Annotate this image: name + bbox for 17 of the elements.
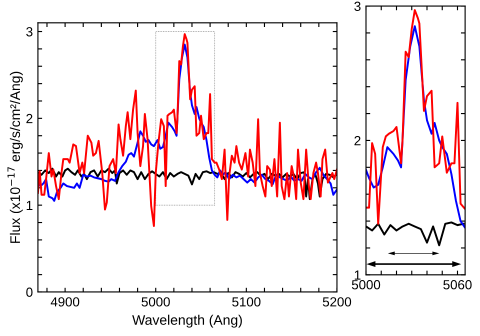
- y-tick-label: 2: [26, 114, 32, 124]
- x-tick-label: 5000: [352, 280, 380, 290]
- x-tick-label: 5060: [443, 280, 472, 290]
- y-tick-label: 1: [26, 200, 32, 210]
- x-tick-label: 5000: [142, 297, 170, 307]
- y-axis-title: Flux (x10$^{−17}$ erg/s/cm²/Ang): [8, 72, 23, 243]
- y-tick-label: 2: [354, 136, 360, 146]
- line-series: [38, 33, 337, 227]
- x-tick-label: 5200: [322, 297, 352, 307]
- x-tick-label: 5100: [232, 297, 261, 307]
- y-tick-label: 0: [26, 288, 33, 297]
- line-series: [38, 44, 337, 202]
- x-tick-label: 4900: [50, 297, 80, 307]
- y-tick-label: 3: [354, 2, 361, 11]
- y-tick-label: 1: [354, 270, 360, 280]
- y-tick-label: 3: [26, 27, 32, 36]
- x-axis-title: Wavelength (Ang): [132, 314, 242, 328]
